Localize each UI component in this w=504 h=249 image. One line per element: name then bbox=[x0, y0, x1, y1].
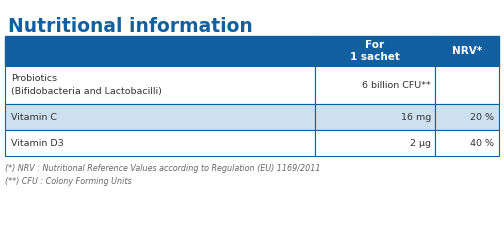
Text: (*) NRV : Nutritional Reference Values according to Regulation (EU) 1169/2011: (*) NRV : Nutritional Reference Values a… bbox=[5, 164, 321, 173]
Text: 16 mg: 16 mg bbox=[401, 113, 431, 122]
Bar bbox=[315, 130, 435, 156]
Bar bbox=[5, 66, 315, 104]
Text: 40 %: 40 % bbox=[470, 138, 494, 147]
Bar bbox=[315, 66, 435, 104]
Bar bbox=[5, 104, 315, 130]
Text: 2 μg: 2 μg bbox=[410, 138, 431, 147]
Text: Vitamin D3: Vitamin D3 bbox=[11, 138, 64, 147]
Bar bbox=[435, 66, 499, 104]
Text: Nutritional information: Nutritional information bbox=[8, 17, 253, 36]
Text: 6 billion CFU**: 6 billion CFU** bbox=[362, 80, 431, 89]
Bar bbox=[435, 104, 499, 130]
Bar bbox=[5, 130, 315, 156]
Text: Probiotics
(Bifidobacteria and Lactobacilli): Probiotics (Bifidobacteria and Lactobaci… bbox=[11, 74, 162, 96]
Text: Vitamin C: Vitamin C bbox=[11, 113, 57, 122]
Bar bbox=[315, 104, 435, 130]
Bar bbox=[5, 36, 499, 66]
Bar bbox=[435, 130, 499, 156]
Text: NRV*: NRV* bbox=[452, 46, 482, 56]
Text: 20 %: 20 % bbox=[470, 113, 494, 122]
Text: For
1 sachet: For 1 sachet bbox=[350, 40, 400, 62]
Text: (**) CFU : Colony Forming Units: (**) CFU : Colony Forming Units bbox=[5, 177, 132, 186]
